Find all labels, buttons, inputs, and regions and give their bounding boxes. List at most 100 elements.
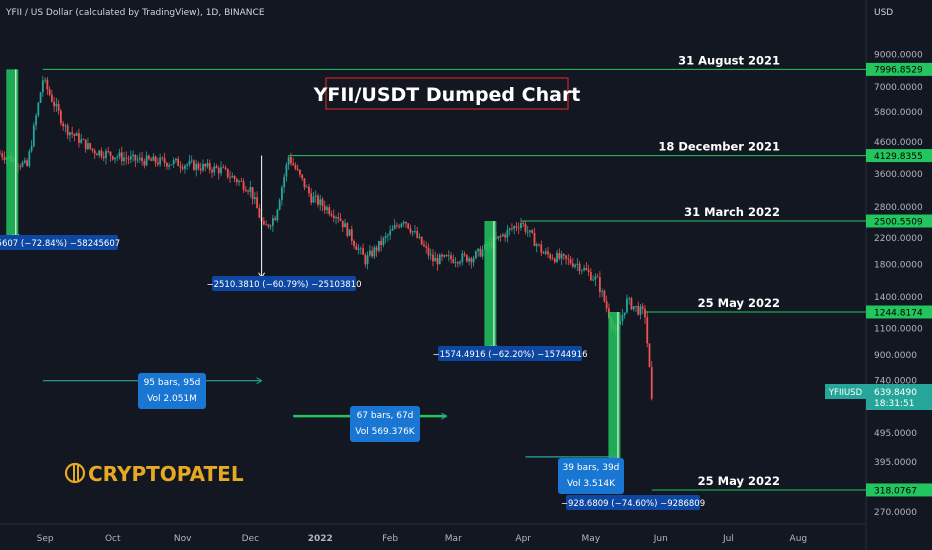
candle-248: [558, 248, 561, 261]
candle-80: [179, 161, 182, 174]
candle-208: [468, 256, 470, 266]
candle-121: [271, 214, 274, 233]
time-axis-tick-6: Mar: [445, 534, 462, 544]
price-axis-tick-5: 2800.0000: [874, 203, 923, 213]
candle-94: [211, 167, 213, 178]
candle-288: [648, 343, 651, 368]
candle-201: [452, 254, 455, 264]
range-bars-label-1: 67 bars, 67d: [357, 411, 414, 421]
candle-180: [405, 221, 407, 228]
candle-185: [416, 226, 419, 239]
candle-156: [350, 225, 353, 246]
candle-233: [524, 220, 527, 235]
candle-113: [253, 191, 256, 205]
range-vol-label-1: Vol 569.376K: [355, 427, 416, 437]
candle-126: [283, 173, 286, 194]
candle-14: [30, 140, 33, 153]
price-axis-tick-6: 2200.0000: [874, 234, 923, 244]
candle-256: [576, 257, 579, 272]
time-axis-ticks: Sep Oct Nov Dec 2022 Feb Mar Apr May Jun Jul Aug: [37, 534, 808, 544]
candle-40: [89, 142, 92, 151]
candle-52: [116, 154, 119, 162]
price-level-tag-0: 7996.8529: [874, 66, 923, 76]
price-axis-tick-13: 395.0000: [874, 458, 917, 468]
price-level-tag-4: 318.0767: [874, 486, 917, 496]
candle-109: [244, 185, 247, 192]
candle-144: [323, 200, 326, 214]
candle-242: [544, 248, 547, 256]
candle-145: [326, 204, 328, 215]
candle-45: [100, 147, 103, 160]
price-level-date-0: 31 August 2021: [678, 53, 780, 67]
candle-24: [53, 96, 56, 112]
candle-278: [626, 294, 628, 314]
candle-199: [447, 250, 450, 262]
candle-209: [470, 256, 473, 269]
time-axis-tick-10: Jul: [722, 534, 734, 544]
candle-55: [123, 151, 125, 166]
candle-53: [118, 149, 121, 160]
candle-159: [357, 244, 360, 255]
candle-11: [23, 157, 26, 164]
candle-17: [37, 101, 40, 118]
candle-101: [226, 168, 229, 180]
candle-107: [240, 177, 243, 182]
current-price-label: 639.8490: [874, 388, 917, 398]
candle-246: [553, 257, 556, 264]
candle-285: [641, 302, 644, 315]
price-axis-tick-3: 4600.0000: [874, 138, 923, 148]
candle-15: [32, 122, 35, 148]
candle-187: [420, 236, 423, 246]
chart-header-title: YFII / US Dollar (calculated by TradingV…: [5, 8, 265, 18]
time-axis-tick-2: Nov: [174, 534, 192, 544]
candle-200: [450, 251, 452, 264]
candle-146: [328, 204, 331, 217]
candle-104: [233, 174, 236, 183]
price-axis-tick-4: 3600.0000: [874, 170, 923, 180]
candle-139: [312, 191, 315, 203]
candle-254: [571, 257, 574, 269]
price-level-0: 31 August 2021 7996.8529: [42, 53, 932, 76]
candle-203: [456, 260, 459, 268]
candle-130: [292, 157, 295, 166]
candle-184: [414, 224, 416, 234]
candle-103: [231, 172, 234, 178]
current-symbol-label: YFIIUSD: [828, 388, 863, 398]
price-axis-tick-11: 740.0000: [874, 376, 917, 386]
candle-87: [195, 159, 198, 177]
drop-annotation-3: −928.6809 (−74.60%) −9286809: [561, 311, 705, 510]
candle-149: [335, 215, 337, 225]
drop-label-0: .5607 (−72.84%) −58245607: [0, 239, 120, 249]
candle-153: [344, 219, 346, 228]
drop-label-2: −1574.4916 (−62.20%) −15744916: [432, 350, 587, 360]
candle-2: [3, 151, 6, 164]
candle-289: [650, 361, 653, 401]
candle-31: [69, 131, 71, 142]
candle-169: [380, 235, 383, 252]
candle-98: [220, 161, 222, 177]
candle-127: [285, 162, 288, 182]
candle-194: [436, 253, 439, 271]
candle-196: [441, 252, 443, 261]
candle-223: [502, 232, 504, 238]
candle-72: [161, 156, 164, 161]
candle-179: [402, 220, 405, 227]
candle-229: [515, 221, 518, 232]
candle-228: [513, 225, 516, 235]
candle-13: [28, 148, 31, 169]
candle-176: [396, 222, 398, 229]
candle-54: [120, 146, 123, 166]
candle-240: [540, 240, 543, 257]
candle-38: [84, 139, 87, 153]
candle-76: [170, 164, 173, 166]
candle-175: [393, 219, 396, 230]
candle-245: [551, 254, 554, 260]
candle-257: [578, 261, 581, 275]
candle-280: [630, 296, 633, 311]
candle-66: [147, 154, 150, 161]
candle-232: [522, 221, 525, 227]
candle-158: [355, 242, 358, 251]
candle-10: [21, 160, 24, 168]
candle-131: [294, 162, 297, 171]
